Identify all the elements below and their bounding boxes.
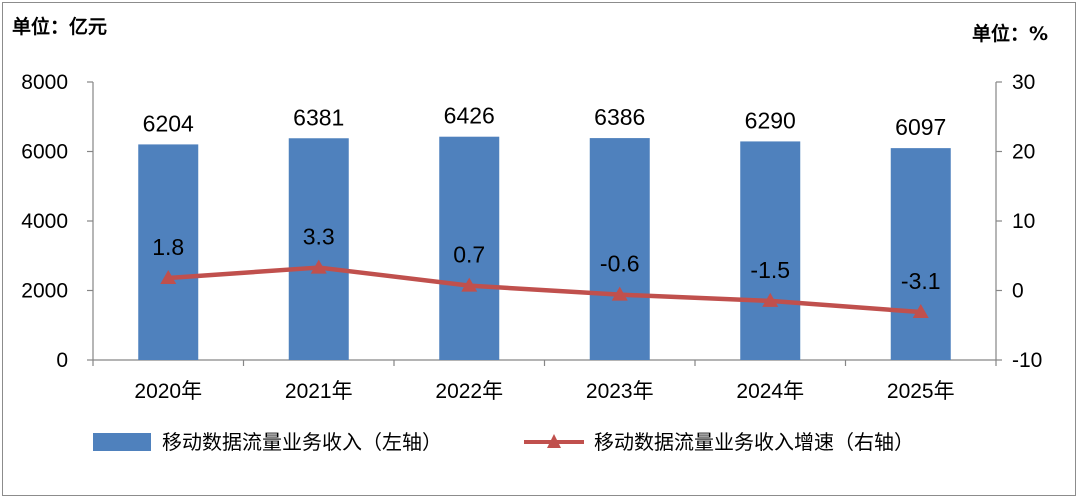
x-tick-label: 2025年 xyxy=(887,380,955,403)
line-value-label: 1.8 xyxy=(152,234,184,260)
right-tick-label: -10 xyxy=(1012,349,1042,372)
x-tick-label: 2022年 xyxy=(435,380,503,403)
data-labels: 6204 6381 6426 6386 6290 6097 1.8 3.3 0.7 -0.6 -1.… xyxy=(143,103,947,294)
left-tick-label: 6000 xyxy=(21,141,68,164)
right-tick-label: 30 xyxy=(1012,71,1035,94)
right-tick-label: 20 xyxy=(1012,141,1035,164)
legend-label-line: 移动数据流量业务收入增速（右轴） xyxy=(594,430,914,454)
bars xyxy=(138,136,951,360)
left-tick-label: 8000 xyxy=(21,71,68,94)
bar xyxy=(740,141,801,360)
right-unit-label: 单位：% xyxy=(972,22,1048,45)
right-tick-label: 10 xyxy=(1012,210,1035,233)
legend-marker-triangle xyxy=(547,434,561,448)
bar-value-label: 6426 xyxy=(444,103,495,129)
line-point-marker xyxy=(762,292,779,307)
line-point-marker xyxy=(310,259,327,274)
growth-line-path xyxy=(168,265,921,315)
x-tick-label: 2024年 xyxy=(736,380,804,403)
line-point-marker xyxy=(611,286,628,301)
bar xyxy=(288,138,349,360)
bar-value-label: 6381 xyxy=(293,104,344,130)
legend: 移动数据流量业务收入（左轴） 移动数据流量业务收入增速（右轴） xyxy=(93,430,914,454)
left-tick-label: 4000 xyxy=(21,210,68,233)
bar xyxy=(138,144,199,360)
line-value-label: -0.6 xyxy=(600,251,640,277)
growth-line xyxy=(160,259,929,319)
x-tick-label: 2020年 xyxy=(134,380,202,403)
bar-value-label: 6290 xyxy=(745,107,796,133)
legend-swatch-bar xyxy=(93,433,151,451)
bar-value-label: 6097 xyxy=(895,114,946,140)
x-tick-label: 2021年 xyxy=(285,380,353,403)
x-tick-label: 2023年 xyxy=(586,380,654,403)
axes: 0 2000 4000 6000 8000 -10 0 10 20 30 2020年 2021年 202… xyxy=(21,71,1042,403)
bar xyxy=(439,136,500,360)
legend-label-bar: 移动数据流量业务收入（左轴） xyxy=(162,430,442,454)
bar-value-label: 6204 xyxy=(143,110,194,136)
line-value-label: -1.5 xyxy=(750,257,790,283)
left-unit-label: 单位：亿元 xyxy=(12,15,107,38)
line-value-label: 3.3 xyxy=(303,224,335,250)
left-tick-label: 0 xyxy=(56,349,68,372)
line-point-marker xyxy=(912,304,929,319)
bar-value-label: 6386 xyxy=(594,104,645,130)
bar xyxy=(589,138,650,360)
left-tick-label: 2000 xyxy=(21,280,68,303)
right-tick-label: 0 xyxy=(1012,280,1024,303)
bar xyxy=(890,148,951,360)
line-value-label: 0.7 xyxy=(453,242,485,268)
line-value-label: -3.1 xyxy=(901,268,941,294)
line-point-marker xyxy=(461,277,478,292)
line-point-marker xyxy=(160,269,177,284)
